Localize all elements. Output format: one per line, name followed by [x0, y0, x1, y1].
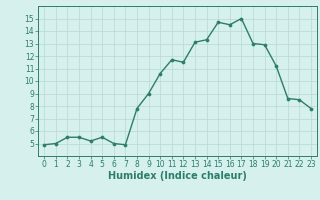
- X-axis label: Humidex (Indice chaleur): Humidex (Indice chaleur): [108, 171, 247, 181]
